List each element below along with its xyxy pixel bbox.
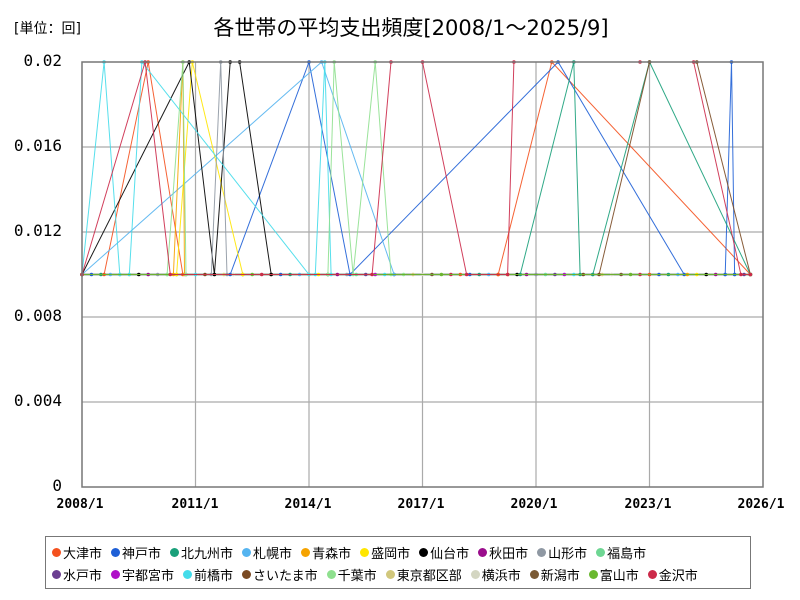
legend-item: 東京都区部 [385,565,462,584]
y-tick-label: 0.02 [23,51,62,70]
data-point [739,272,743,277]
legend-dot-icon [111,547,121,557]
y-tick-label: 0.004 [13,391,62,410]
legend-item: 前橋市 [183,565,233,584]
legend-item: 福島市 [596,543,646,562]
legend-item: 千葉市 [326,565,377,584]
legend-item: 札幌市 [242,543,292,562]
legend-label: 宇都宮市 [122,568,175,584]
legend-dot-icon [170,547,180,557]
legend-item: 山形市 [537,543,587,562]
legend-item: 仙台市 [419,543,469,562]
data-point [464,272,469,277]
legend-dot-icon [301,547,311,557]
y-tick-label: 0 [52,476,62,495]
legend-dot-icon [360,547,370,557]
legend-dot-icon [537,547,547,557]
legend-item: 横浜市 [470,565,521,584]
legend-label: 金沢市 [658,568,698,584]
legend-item: 青森市 [301,543,351,562]
legend-dot-icon [470,569,480,579]
legend-label: 東京都区部 [396,568,462,584]
legend-dot-icon [385,569,395,579]
legend-label: 仙台市 [430,546,470,562]
unit-label: [単位：回] [14,21,81,37]
legend-dot-icon [183,569,193,579]
y-tick-label: 0.016 [13,136,62,155]
legend-item: 新潟市 [529,565,580,584]
legend-item: 水戸市 [52,565,102,584]
legend-label: 北九州市 [181,546,234,562]
legend-label: 新潟市 [540,568,580,584]
legend-item: 金沢市 [647,565,698,584]
y-tick-label: 0.012 [13,221,62,240]
legend-item: 大津市 [52,543,102,562]
legend-item: 宇都宮市 [111,565,174,584]
legend-dot-icon [52,547,61,557]
legend-label: 山形市 [548,546,588,562]
legend-label: さいたま市 [253,568,318,584]
legend-dot-icon [588,569,598,579]
y-tick-label: 0.008 [13,306,62,325]
legend-label: 水戸市 [63,568,103,584]
legend-row: 水戸市 宇都宮市 前橋市 さいたま市 千葉市 東京都区部 横浜市 新潟市 富山市 金沢市 [52,563,750,585]
legend-dot-icon [647,569,657,579]
legend-label: 青森市 [312,546,352,562]
plot-frame [81,61,764,488]
legend-label: 横浜市 [481,568,521,584]
legend: 大津市 神戸市 北九州市 札幌市 青森市 盛岡市 仙台市 秋田市 山形市 福島市 水戸市 宇都宮市 前… [45,536,751,589]
legend-item: 盛岡市 [360,543,410,562]
legend-dot-icon [596,547,606,557]
legend-label: 千葉市 [337,568,377,584]
legend-item: さいたま市 [242,565,318,584]
legend-item: 富山市 [588,565,639,584]
legend-label: 秋田市 [489,546,529,562]
legend-label: 福島市 [607,546,647,562]
x-tick-label: 2026/1 [737,497,785,512]
legend-dot-icon [52,569,61,579]
x-tick-label: 2017/1 [397,497,445,512]
chart-title: 各世帯の平均支出頻度[2008/1～2025/9] [213,16,609,40]
legend-label: 大津市 [63,546,103,562]
legend-row: 大津市 神戸市 北九州市 札幌市 青森市 盛岡市 仙台市 秋田市 山形市 福島市 [52,541,750,563]
data-point [370,272,374,277]
legend-item: 秋田市 [478,543,528,562]
legend-dot-icon [111,569,121,579]
legend-dot-icon [326,569,336,579]
data-point [748,272,753,277]
legend-item: 北九州市 [170,543,233,562]
data-point [168,272,173,277]
x-tick-label: 2011/1 [171,497,219,512]
x-tick-label: 2020/1 [510,497,558,512]
legend-dot-icon [529,569,539,579]
legend-dot-icon [242,569,252,579]
legend-label: 札幌市 [253,546,293,562]
legend-label: 盛岡市 [371,546,411,562]
legend-dot-icon [242,547,252,557]
data-point [505,272,510,277]
legend-label: 前橋市 [194,568,234,584]
legend-dot-icon [419,547,429,557]
x-tick-label: 2014/1 [284,497,332,512]
series-lines [80,60,753,277]
legend-label: 富山市 [599,568,639,584]
x-tick-label: 2008/1 [56,497,104,512]
legend-item: 神戸市 [111,543,161,562]
legend-dot-icon [478,547,488,557]
legend-label: 神戸市 [122,546,162,562]
x-tick-label: 2023/1 [624,497,672,512]
